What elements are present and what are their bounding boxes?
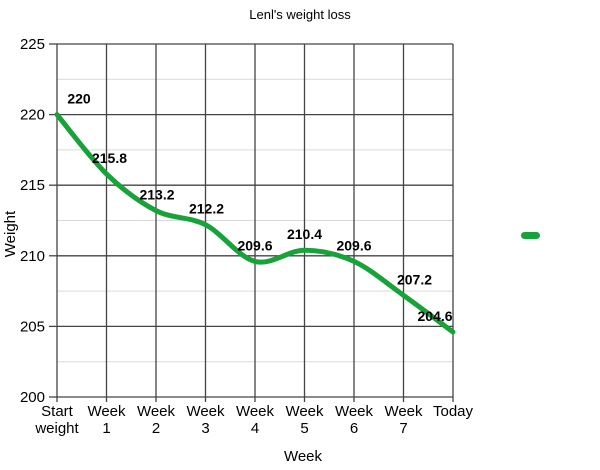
svg-text:213.2: 213.2 [139, 187, 174, 203]
svg-text:Week: Week [335, 403, 374, 420]
svg-text:Today: Today [433, 403, 474, 420]
svg-text:215.8: 215.8 [92, 150, 127, 166]
svg-text:220: 220 [67, 91, 91, 107]
svg-text:Week: Week [384, 403, 423, 420]
svg-text:209.6: 209.6 [336, 237, 371, 253]
svg-text:2: 2 [152, 420, 160, 437]
svg-text:200: 200 [20, 389, 45, 406]
data-labels: 220 215.8 213.2 212.2 209.6 210.4 209.6 207.2 20… [67, 91, 452, 324]
svg-text:Week: Week [285, 403, 324, 420]
svg-text:209.6: 209.6 [237, 237, 272, 253]
svg-text:220: 220 [20, 107, 45, 124]
svg-text:7: 7 [399, 420, 407, 437]
x-category-labels: StartweightWeek1Week2Week3Week4Week5Week… [34, 403, 473, 437]
svg-text:weight: weight [34, 420, 79, 437]
svg-text:Week: Week [87, 403, 126, 420]
svg-text:Start: Start [41, 403, 74, 420]
legend-line-marker [521, 232, 540, 239]
svg-text:204.6: 204.6 [417, 308, 452, 324]
svg-text:5: 5 [300, 420, 308, 437]
series-line [54, 112, 456, 335]
svg-text:4: 4 [251, 420, 259, 437]
svg-text:215: 215 [20, 177, 45, 194]
axis-ticks [49, 43, 454, 402]
svg-text:1: 1 [102, 420, 110, 437]
svg-text:210.4: 210.4 [287, 226, 322, 242]
svg-text:Week: Week [186, 403, 225, 420]
svg-text:210: 210 [20, 248, 45, 265]
svg-text:Week: Week [236, 403, 275, 420]
y-tick-labels: 200 205 210 215 220 225 [20, 36, 45, 406]
vertical-gridlines [56, 44, 454, 397]
svg-text:212.2: 212.2 [189, 201, 224, 217]
chart-title: Lenl's weight loss [249, 7, 351, 22]
svg-text:6: 6 [350, 420, 358, 437]
svg-text:3: 3 [201, 420, 209, 437]
svg-text:Week: Week [137, 403, 176, 420]
svg-text:225: 225 [20, 36, 45, 53]
svg-text:205: 205 [20, 318, 45, 335]
svg-text:207.2: 207.2 [397, 271, 432, 287]
x-axis-title: Week [283, 448, 323, 465]
